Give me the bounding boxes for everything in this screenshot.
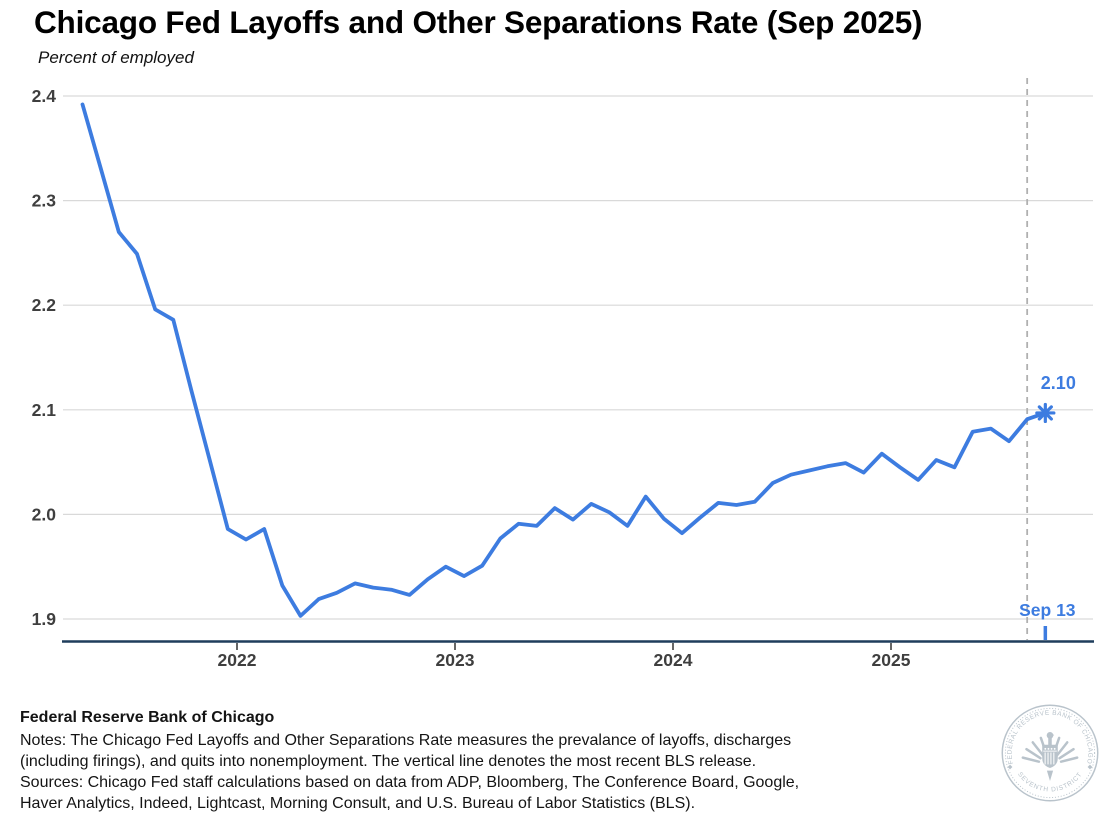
seal-shape [1053, 747, 1056, 750]
page-title: Chicago Fed Layoffs and Other Separation… [34, 4, 923, 40]
y-axis-label: 2.1 [32, 400, 57, 420]
seal-shape [1031, 741, 1045, 757]
seal-shape [1001, 704, 1099, 802]
x-axis-label: 2025 [872, 650, 911, 670]
seal-shape [1055, 741, 1069, 757]
footer-notes-line-2: (including firings), and quits into none… [20, 753, 757, 770]
seal-shape [1044, 747, 1047, 750]
line-chart: 2.4 2.3 2.2 2.1 2.0 1.9 2022 2023 2024 2025 2.10 S… [32, 78, 1094, 670]
x-axis-label: 2023 [436, 650, 475, 670]
footer-sources-line-2: Haver Analytics, Indeed, Lightcast, Morn… [20, 795, 696, 812]
gridlines [63, 95, 1093, 620]
footer-org-name: Federal Reserve Bank of Chicago [20, 709, 275, 726]
x-axis [62, 640, 1094, 650]
latest-week-label: Sep 13 [1019, 600, 1076, 620]
last-point-marker [1037, 405, 1053, 421]
seal-shape [1046, 770, 1054, 782]
seal-shape [1004, 707, 1096, 799]
seal-shape [1058, 747, 1075, 760]
y-axis-label: 1.9 [32, 609, 57, 629]
seal-shape [1007, 764, 1013, 770]
seal-shape [1050, 732, 1055, 738]
chicago-fed-seal-logo: FEDERAL RESERVE BANK OF CHICAGO SEVENTH … [1001, 704, 1099, 802]
y-axis-label: 2.4 [32, 86, 57, 106]
seal-shape [1087, 764, 1093, 770]
x-axis-label: 2022 [218, 650, 257, 670]
seal-artwork [1001, 704, 1099, 802]
seal-shape [1047, 747, 1050, 750]
footer: Federal Reserve Bank of Chicago Notes: T… [20, 709, 960, 814]
x-axis-label: 2024 [654, 650, 693, 670]
footer-notes-line-1: Notes: The Chicago Fed Layoffs and Other… [20, 732, 792, 749]
seal-shape [1042, 744, 1058, 769]
series-line [80, 102, 1048, 618]
annotations: 2.10 Sep 13 [1019, 373, 1076, 640]
axis-labels: 2.4 2.3 2.2 2.1 2.0 1.9 2022 2023 2024 2025 [32, 86, 911, 670]
last-value-label: 2.10 [1041, 373, 1076, 393]
chart-subtitle: Percent of employed [38, 48, 194, 67]
data-line [80, 102, 1048, 618]
y-axis-label: 2.0 [32, 504, 57, 524]
footer-sources-line-1: Sources: Chicago Fed staff calculations … [20, 774, 800, 791]
seal-shape [1050, 747, 1053, 750]
y-axis-label: 2.2 [32, 295, 57, 315]
y-axis-label: 2.3 [32, 191, 57, 211]
seal-shape [1059, 756, 1079, 763]
seal-shape [1021, 756, 1041, 763]
seal-shape [1025, 747, 1042, 760]
